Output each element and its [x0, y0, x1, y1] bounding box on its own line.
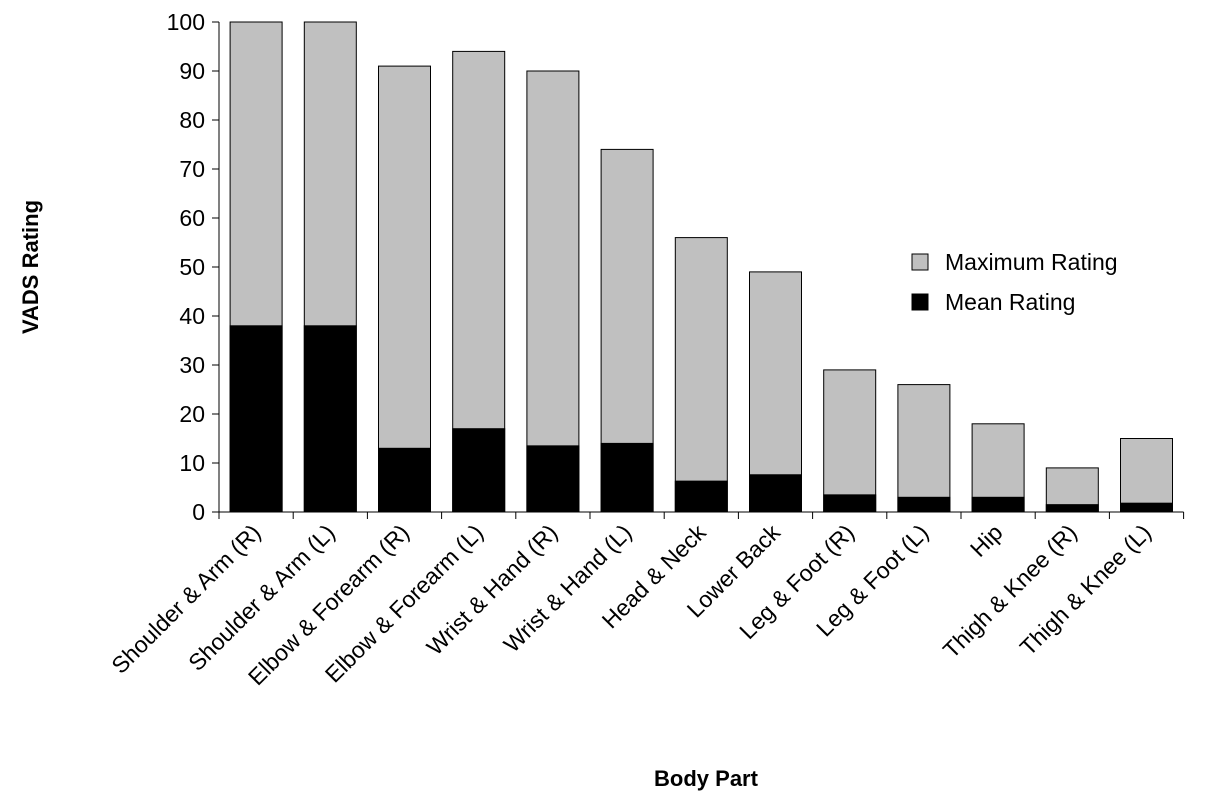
bar — [897, 384, 951, 513]
x-tick-label: Hip — [965, 519, 1008, 562]
bar — [674, 237, 728, 513]
bar — [674, 480, 728, 513]
bar — [749, 271, 802, 513]
x-tick-label: Wrist & Hand (L) — [498, 519, 636, 657]
x-tick-label: Wrist & Hand (R) — [421, 519, 562, 660]
y-tick-label: 70 — [179, 156, 205, 182]
y-tick-label: 10 — [179, 450, 205, 476]
legend-label: Maximum Rating — [945, 249, 1118, 275]
x-axis-label: Body Part — [654, 766, 759, 791]
bar — [823, 494, 877, 513]
y-axis-label: VADS Rating — [18, 200, 43, 334]
y-tick-label: 50 — [179, 254, 205, 280]
legend-label: Mean Rating — [945, 289, 1075, 315]
bar — [749, 474, 802, 513]
bar — [600, 442, 654, 513]
bar — [971, 496, 1025, 513]
legend-swatch — [911, 253, 929, 271]
bar — [452, 428, 506, 513]
bar — [823, 369, 877, 513]
y-tick-label: 80 — [179, 107, 205, 133]
x-tick-label: Thigh & Knee (L) — [1015, 519, 1156, 660]
y-tick-label: 0 — [192, 499, 205, 525]
bar — [526, 445, 580, 513]
bar — [303, 325, 357, 513]
bar — [1120, 438, 1173, 513]
y-tick-label: 100 — [167, 9, 205, 35]
bar — [526, 70, 580, 513]
bar — [229, 325, 283, 513]
bar — [897, 496, 951, 513]
y-tick-label: 40 — [179, 303, 205, 329]
legend-swatch — [911, 293, 929, 311]
bar — [378, 65, 431, 513]
y-tick-label: 30 — [179, 352, 205, 378]
y-tick-label: 90 — [179, 58, 205, 84]
bar — [1045, 504, 1099, 513]
bar — [1120, 502, 1173, 513]
x-tick-label: Thigh & Knee (R) — [938, 519, 1082, 663]
y-tick-label: 60 — [179, 205, 205, 231]
y-tick-label: 20 — [179, 401, 205, 427]
bar — [378, 447, 431, 513]
